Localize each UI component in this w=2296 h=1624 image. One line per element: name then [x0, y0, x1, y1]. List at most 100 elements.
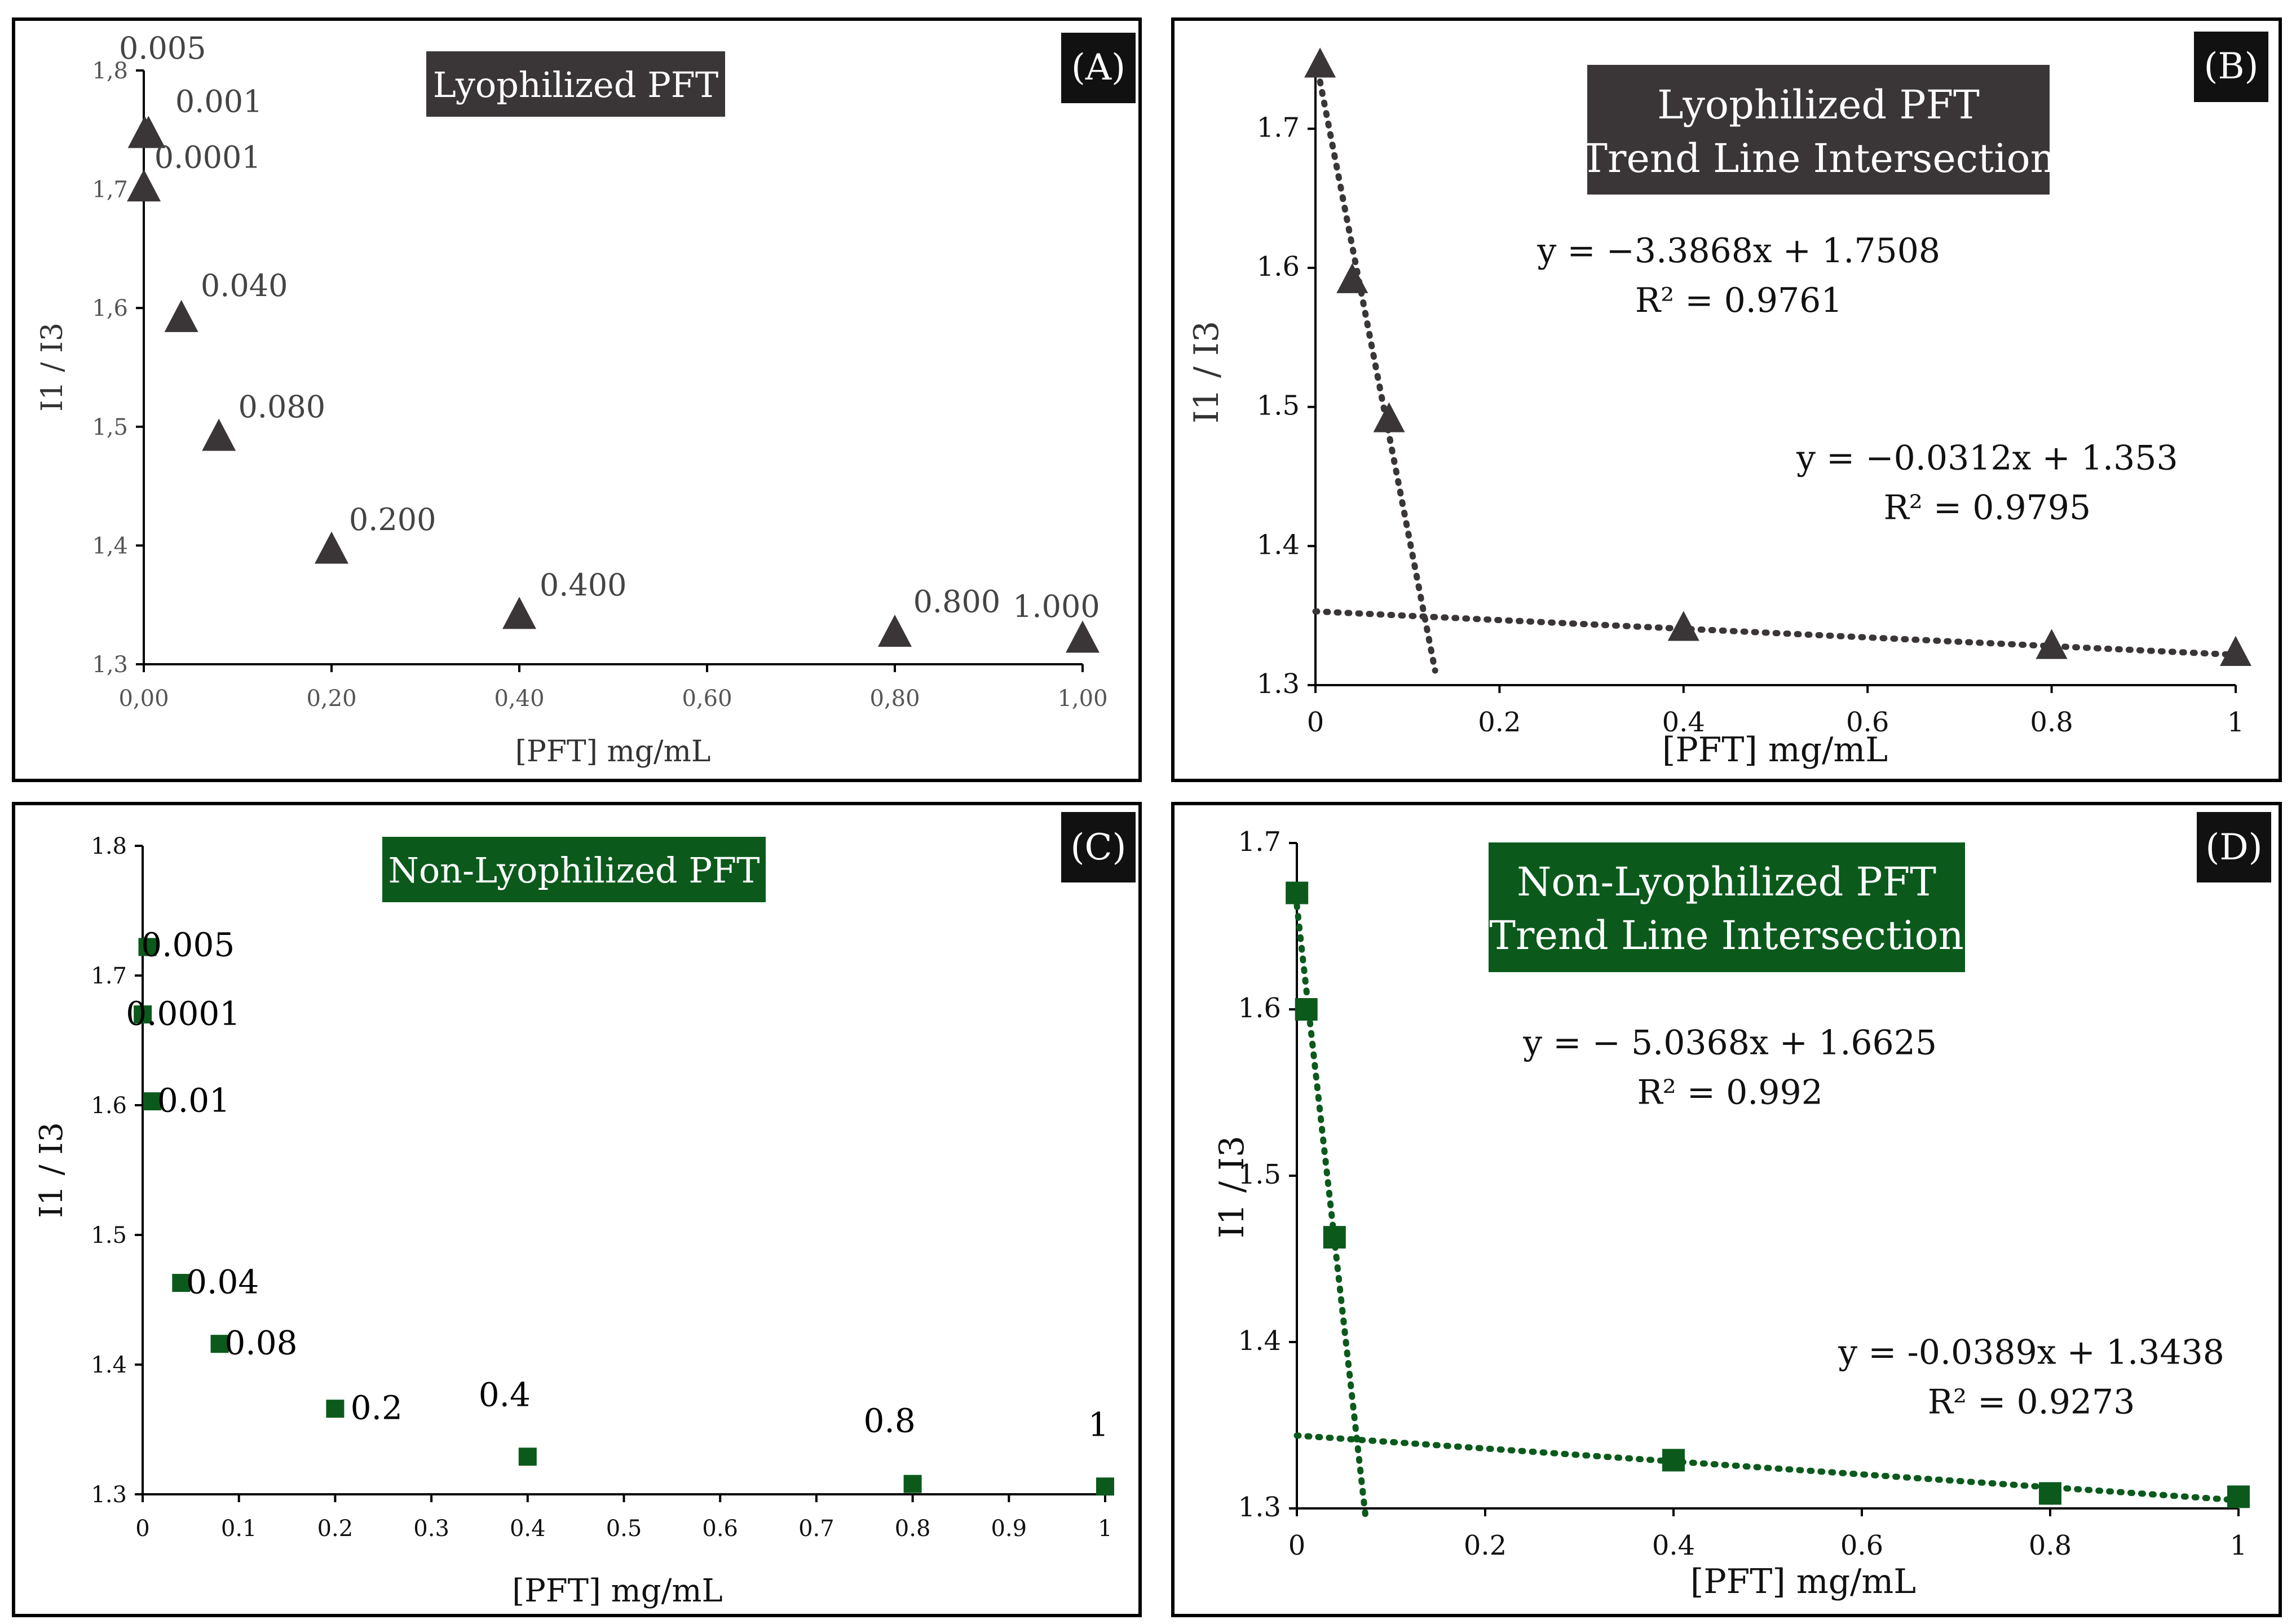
panel-a-tag: (A): [1071, 47, 1125, 89]
panel-b-xtick-label: 0: [1307, 707, 1324, 738]
panel-a-xtick-label: 0,00: [118, 686, 169, 712]
panel-c-point-label: 0.4: [479, 1376, 531, 1414]
panel-c-data-point: [326, 1400, 345, 1418]
panel-d-title-box: Non-Lyophilized PFT Trend Line Intersect…: [1489, 842, 1965, 972]
panel-c-ytick-label: 1.3: [91, 1482, 127, 1508]
panel-c-ytick-label: 1.6: [91, 1093, 127, 1119]
panel-b-tag: (B): [2204, 46, 2259, 87]
panel-b-title-line2: Trend Line Intersection: [1581, 135, 2055, 182]
panel-d-y-title: I1 / I3: [1212, 1136, 1252, 1238]
panel-d-equation: y = − 5.0368x + 1.6625: [1522, 1023, 1937, 1063]
panel-c-ytick-label: 1.4: [91, 1352, 127, 1378]
panel-d-ytick-label: 1.5: [1238, 1159, 1281, 1190]
panel-b-equation: y = −0.0312x + 1.353: [1796, 439, 2178, 478]
panel-d-ytick-label: 1.3: [1238, 1491, 1281, 1523]
panel-c-data-point: [518, 1448, 537, 1466]
panel-a-ytick-label: 1,7: [92, 177, 128, 203]
panel-a-point-label: 0.005: [119, 30, 206, 66]
panel-c-xtick-label: 0.8: [895, 1516, 931, 1542]
panel-d-ytick-label: 1.4: [1238, 1325, 1281, 1357]
panel-b-equation: y = −3.3868x + 1.7508: [1536, 231, 1940, 271]
panel-a-badge: (A): [1061, 33, 1136, 103]
panel-d-badge: (D): [2197, 812, 2271, 882]
panel-a-ytick-label: 1,6: [92, 295, 128, 321]
panel-d-xtick-label: 0.8: [2029, 1530, 2072, 1561]
panel-d-xtick-label: 0.2: [1464, 1530, 1507, 1561]
panel-d-data-point: [1286, 881, 1309, 904]
panel-c-point-label: 0.08: [224, 1324, 297, 1362]
panel-c: (C) Non-Lyophilized PFT 1.3 1.4 1.5 1.6 1.7 1…: [12, 802, 1142, 1617]
panel-c-data-point: [143, 1092, 162, 1111]
panel-c-data-point: [172, 1274, 191, 1292]
panel-c-point-label: 1: [1088, 1406, 1109, 1444]
panel-d-xtick-label: 1: [2230, 1530, 2248, 1561]
panel-d-title-line2: Trend Line Intersection: [1489, 912, 1963, 959]
panel-c-point-label: 0.005: [141, 926, 235, 964]
panel-a-title: Lyophilized PFT: [433, 64, 718, 105]
panel-a-ytick-label: 1,4: [92, 533, 128, 559]
panel-c-xtick-label: 0.1: [221, 1516, 257, 1542]
panel-b-title-line1: Lyophilized PFT: [1657, 82, 1980, 128]
panel-d-r2: R² = 0.992: [1637, 1073, 1822, 1113]
panel-a-y-title: I1 / I3: [36, 323, 69, 412]
panel-c-xtick-label: 0.5: [606, 1516, 642, 1542]
panel-c-data-point: [1096, 1477, 1114, 1496]
panel-c-xtick-label: 0.7: [798, 1516, 834, 1542]
panel-a-data-point: [202, 418, 236, 451]
panel-c-point-label: 0.8: [864, 1402, 916, 1440]
panel-a-data-point: [1066, 620, 1100, 653]
panel-b-trendline: [1317, 78, 1438, 674]
panel-a-data-point: [131, 116, 166, 148]
panel-a-data-point: [315, 531, 348, 564]
panel-a-ytick-label: 1,8: [92, 58, 128, 84]
panel-a: (A) Lyophilized PFT 1,3 1,4 1,5 1,6 1,7 1,8 0…: [12, 17, 1142, 782]
panel-d-r2: R² = 0.9273: [1928, 1382, 2135, 1422]
panel-c-xtick-label: 0.3: [413, 1516, 449, 1542]
panel-a-point-label: 0.080: [238, 389, 325, 425]
panel-d-title-line1: Non-Lyophilized PFT: [1517, 859, 1936, 905]
panel-b-xtick-label: 0.2: [1478, 707, 1521, 738]
panel-c-data-point: [134, 1005, 152, 1023]
panel-a-xtick-label: 1,00: [1057, 686, 1107, 712]
panel-b-x-title: [PFT] mg/mL: [1662, 730, 1888, 770]
panel-a-point-label: 0.400: [540, 567, 627, 603]
panel-a-data-point: [164, 299, 198, 332]
panel-c-title: Non-Lyophilized PFT: [388, 850, 760, 891]
panel-d-ytick-label: 1.7: [1238, 826, 1281, 858]
panel-c-point-label: 0.2: [351, 1389, 403, 1427]
panel-a-xtick-label: 0,20: [306, 686, 356, 712]
panel-d-xtick-label: 0.4: [1652, 1530, 1695, 1561]
panel-b-xtick-label: 0.4: [1662, 707, 1705, 738]
panel-c-xtick-label: 0.9: [991, 1516, 1027, 1542]
panel-c-data-point: [210, 1335, 229, 1353]
panel-d-trendline: [1293, 1432, 2242, 1504]
panel-c-xtick-label: 0.4: [510, 1516, 546, 1542]
panel-c-data-point: [903, 1475, 922, 1493]
panel-c-badge: (C): [1061, 812, 1136, 882]
panel-b-ytick-label: 1.7: [1257, 112, 1300, 143]
panel-d-equation: y = -0.0389x + 1.3438: [1838, 1332, 2224, 1372]
panel-d: (D) Non-Lyophilized PFT Trend Line Inter…: [1171, 802, 2282, 1617]
panel-d-data-point: [2227, 1485, 2250, 1508]
panel-b-ytick-label: 1.3: [1257, 668, 1300, 700]
panel-d-data-point: [1662, 1449, 1685, 1472]
panel-c-x-title: [PFT] mg/mL: [512, 1573, 723, 1609]
panel-b-data-point: [2036, 629, 2068, 659]
panel-d-x-title: [PFT] mg/mL: [1690, 1562, 1916, 1601]
panel-c-tag: (C): [1071, 827, 1127, 868]
panel-d-ytick-label: 1.6: [1238, 992, 1281, 1024]
panel-a-point-label: 0.800: [913, 584, 1001, 619]
panel-b-data-point: [1373, 402, 1405, 433]
panel-b-data-point: [1304, 47, 1336, 78]
panel-c-xtick-label: 0.6: [702, 1516, 738, 1542]
panel-a-point-label: 1.000: [1013, 589, 1100, 624]
panel-b-ytick-label: 1.6: [1257, 251, 1300, 283]
panel-a-frame: [12, 17, 1142, 782]
panel-c-xtick-label: 0.2: [317, 1516, 354, 1542]
panel-d-data-point: [1323, 1226, 1346, 1249]
panel-a-data-point: [502, 597, 536, 629]
panel-d-xtick-label: 0.6: [1840, 1530, 1883, 1561]
panel-b-badge: (B): [2194, 32, 2268, 102]
panel-a-xtick-label: 0,40: [494, 686, 544, 712]
